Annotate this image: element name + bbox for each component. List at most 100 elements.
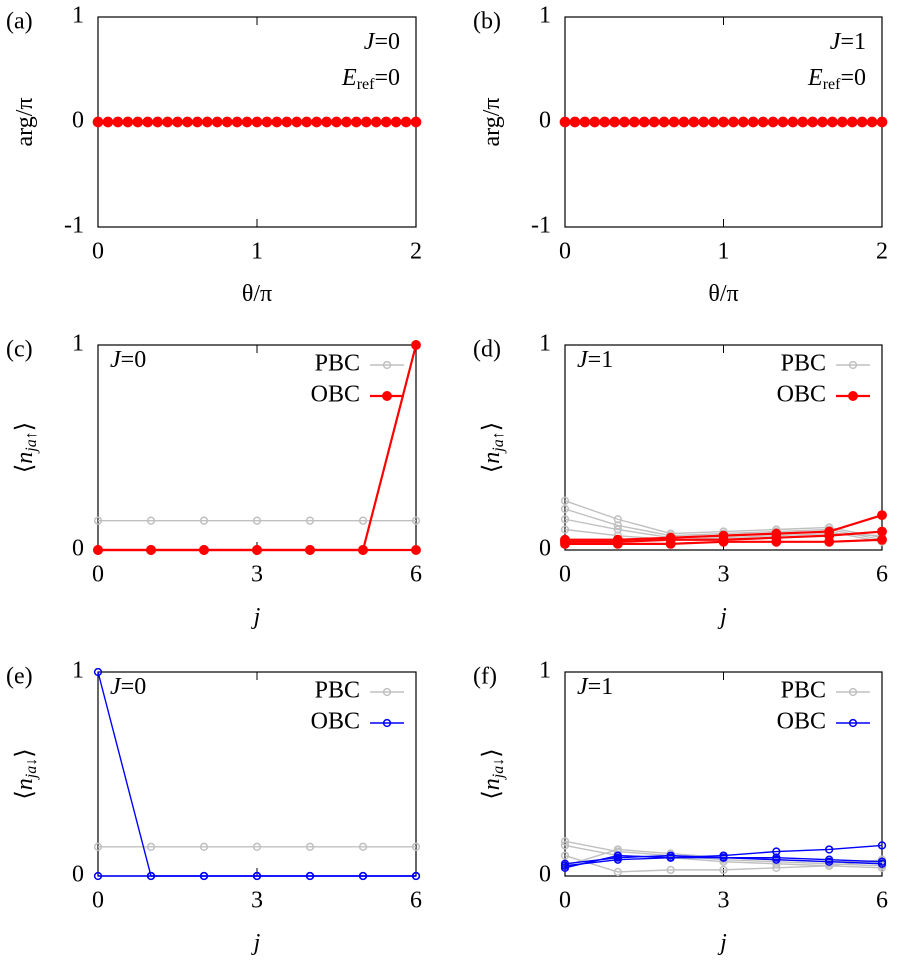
- x-axis-label: j: [251, 604, 261, 630]
- data-point: [291, 116, 303, 128]
- data-point: [772, 863, 781, 872]
- y-axis-label: arg/π: [479, 98, 505, 147]
- data-point: [728, 116, 739, 128]
- y-tick-label: 1: [539, 658, 551, 684]
- y-axis-label: ⟨nja↓⟩: [479, 748, 507, 799]
- annotation-part: E: [341, 65, 357, 91]
- data-point: [231, 116, 243, 128]
- data-point: [718, 536, 729, 547]
- data-point: [400, 116, 412, 128]
- data-point: [142, 116, 154, 128]
- x-tick-label: 3: [718, 888, 730, 914]
- data-point: [311, 116, 322, 128]
- series-line: [97, 671, 416, 877]
- panel-label: (e): [6, 664, 33, 690]
- annotation: Eref=0: [341, 65, 400, 93]
- panel: 0 1 0 3 6 j ⟨nja↑⟩ (d) J=1 PBC OBC: [473, 331, 888, 630]
- legend-label: OBC: [777, 382, 826, 408]
- annotation-part: =0: [121, 674, 147, 700]
- data-point: [93, 871, 103, 881]
- legend-label: PBC: [315, 351, 360, 377]
- plot-frame: [564, 344, 883, 551]
- legend-marker: [848, 687, 858, 697]
- data-point: [93, 545, 103, 555]
- legend-label: OBC: [777, 709, 826, 735]
- data-point: [876, 116, 888, 128]
- data-point: [767, 116, 779, 128]
- x-tick-label: 2: [876, 239, 888, 265]
- annotation-part: =0: [374, 65, 400, 91]
- y-tick-label: 1: [539, 331, 551, 357]
- panel: 0 1 0 3 6 j ⟨nja↓⟩ (f) J=1 PBC OBC: [473, 658, 888, 956]
- annotation-part: =1: [588, 674, 614, 700]
- data-point: [199, 871, 209, 881]
- data-point: [92, 116, 104, 128]
- data-point: [271, 116, 283, 128]
- data-point: [560, 496, 570, 505]
- y-tick-label: 1: [72, 658, 84, 684]
- data-point: [877, 526, 887, 537]
- y-axis-label-part: ⟨: [479, 464, 505, 473]
- annotation: J=1: [577, 674, 613, 700]
- data-point: [305, 545, 315, 555]
- panel-label: (f): [473, 664, 497, 690]
- annotation-part: J: [577, 347, 589, 373]
- y-tick-label: 0: [539, 108, 551, 134]
- data-point: [331, 116, 342, 128]
- plot-frame: [564, 671, 883, 877]
- data-point: [698, 116, 710, 128]
- x-tick-label: 3: [251, 888, 263, 914]
- y-axis-label-part: ⟩: [479, 422, 505, 431]
- data-point: [771, 536, 782, 547]
- data-point: [301, 116, 313, 128]
- annotation-part: J: [364, 29, 376, 55]
- x-axis-label-part: j: [251, 930, 261, 956]
- data-point: [719, 853, 728, 862]
- plot-frame: [97, 671, 417, 877]
- legend-label: PBC: [315, 678, 360, 704]
- y-axis-label-part: ⟨: [479, 790, 505, 799]
- data-point: [772, 855, 781, 864]
- data-point: [252, 545, 262, 555]
- y-tick-label: 0: [72, 862, 84, 888]
- data-point: [410, 116, 422, 128]
- y-axis-label-part: ⟩: [12, 422, 38, 431]
- data-point: [411, 842, 421, 851]
- y-axis-label-part: ⟨: [12, 790, 38, 799]
- data-point: [93, 842, 103, 851]
- data-point: [199, 516, 209, 525]
- legend-marker: [848, 718, 858, 728]
- annotation-part: J: [110, 347, 122, 373]
- y-tick-label: -1: [531, 213, 551, 239]
- data-point: [172, 116, 183, 128]
- data-point: [666, 851, 675, 860]
- legend-label: OBC: [311, 709, 360, 735]
- legend-marker: [382, 687, 392, 697]
- data-point: [560, 851, 570, 860]
- data-point: [122, 116, 134, 128]
- x-axis-label-part: j: [717, 930, 727, 956]
- y-tick-label: 1: [539, 3, 551, 29]
- y-tick-label: 1: [72, 331, 84, 357]
- x-axis-label-part: θ/π: [242, 281, 272, 307]
- data-point: [825, 857, 834, 866]
- data-point: [665, 538, 676, 549]
- data-point: [807, 116, 819, 128]
- y-axis-label: arg/π: [12, 98, 38, 147]
- y-axis-label-part: n: [12, 778, 38, 790]
- panel-label: (c): [6, 337, 33, 363]
- y-axis-label-part: ⟨: [12, 464, 38, 473]
- y-tick-label: 1: [72, 3, 84, 29]
- annotation-part: ref: [823, 76, 841, 93]
- panel: 0 1 0 3 6 j ⟨nja↓⟩ (e) J=0 PBC OBC: [6, 658, 422, 956]
- data-point: [688, 116, 700, 128]
- y-axis-label-part: ⟩: [12, 748, 38, 757]
- data-point: [390, 116, 402, 128]
- data-point: [251, 116, 263, 128]
- data-point: [560, 525, 570, 534]
- y-tick-label: -1: [64, 213, 84, 239]
- data-point: [559, 116, 571, 128]
- data-point: [560, 841, 570, 850]
- data-point: [619, 116, 630, 128]
